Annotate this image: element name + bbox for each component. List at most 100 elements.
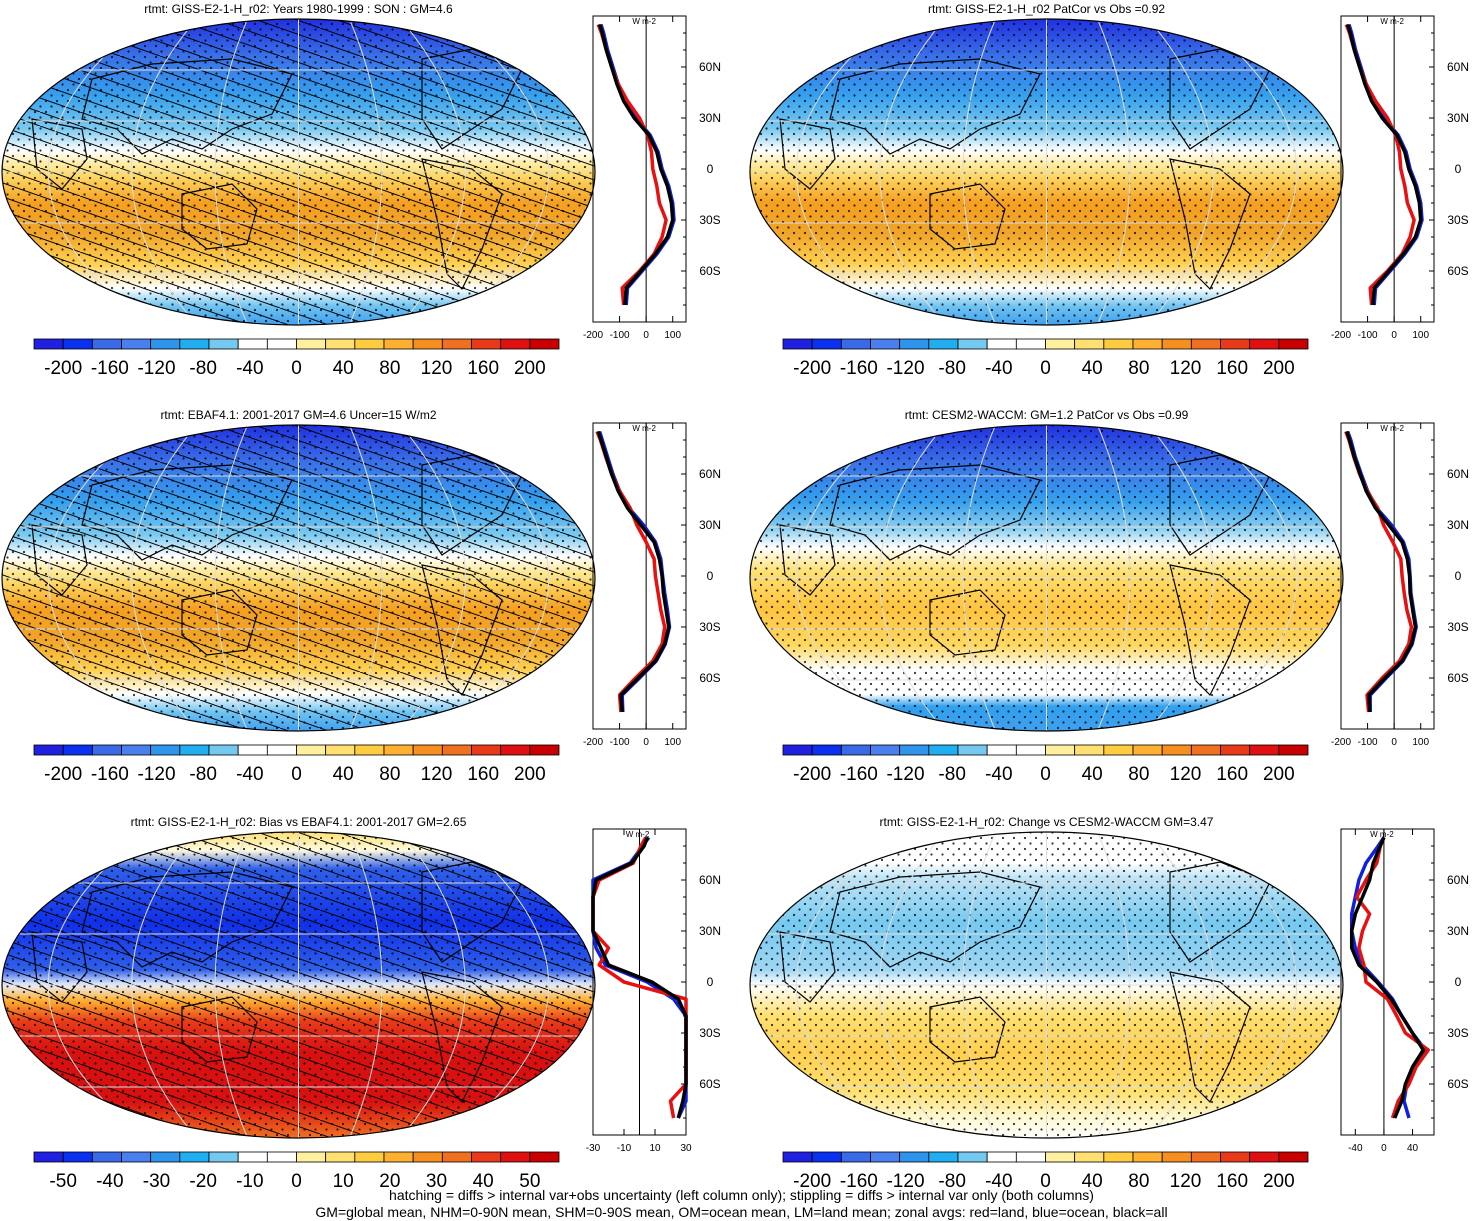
lat-label: 60S [1447, 671, 1468, 685]
colorbar-tick-label: 80 [1128, 1171, 1149, 1192]
meridian-line [451, 19, 549, 325]
colorbar-tick-label: -120 [137, 764, 175, 785]
zonal-panel: W m-2 60N 30N 0 30S 60S -200 -100 0 100 [1331, 15, 1469, 341]
colorbar-swatch [412, 744, 443, 756]
colorbar-tick-label: -10 [236, 1171, 263, 1192]
panel-title: rtmt: GISS-E2-1-H_r02: Bias vs EBAF4.1: … [131, 815, 467, 829]
colorbar-tick-label: -200 [793, 358, 831, 379]
zonal-land-line [596, 23, 668, 306]
colorbar-swatch [1249, 744, 1280, 756]
colorbar-swatch [91, 1151, 122, 1163]
colorbar-swatch [1074, 1151, 1105, 1163]
colorbar-swatch [471, 338, 502, 350]
colorbar-swatch [811, 338, 842, 350]
meridian-line [879, 832, 945, 1138]
colorbar-swatch [986, 744, 1017, 756]
zonal-all-line [1345, 430, 1418, 713]
colorbar-swatch [91, 338, 122, 350]
map-outline [1, 18, 596, 326]
x-tick-label: -10 [617, 1143, 632, 1154]
x-tick-label: -100 [1358, 737, 1378, 748]
colorbar-tick-label: -120 [137, 358, 175, 379]
x-tick-label: -200 [583, 330, 603, 341]
colorbar-swatch [121, 744, 152, 756]
meridian-line [1096, 19, 1131, 325]
meridian-line [879, 425, 945, 731]
colorbar-swatch [870, 338, 901, 350]
zonal-all-line [1345, 23, 1423, 306]
colorbar-swatch [1278, 744, 1309, 756]
colorbar-tick-label: 40 [1082, 1171, 1103, 1192]
colorbar-swatch [928, 1151, 959, 1163]
lat-label: 60N [699, 60, 721, 74]
x-tick-label: -100 [1358, 330, 1378, 341]
colorbar-swatch [957, 338, 988, 350]
colorbar-swatch [1220, 1151, 1251, 1163]
colorbar-tick-label: 0 [1040, 1171, 1051, 1192]
colorbar-swatch [1103, 338, 1134, 350]
panel-4: rtmt: CESM2-WACCM: GM=1.2 PatCor vs Obs … [749, 408, 1469, 785]
colorbar-swatch [782, 338, 813, 350]
zonal-panel: W m-2 60N 30N 0 30S 60S -200 -100 0 100 [1331, 422, 1469, 748]
colorbar-swatch [208, 1151, 239, 1163]
colorbar-swatch [1190, 1151, 1221, 1163]
colorbar-tick-label: -160 [91, 358, 129, 379]
colorbar-swatch [928, 338, 959, 350]
colorbar-swatch [237, 744, 268, 756]
colorbar-tick-label: -160 [91, 764, 129, 785]
colorbar-swatch [1074, 744, 1105, 756]
colorbar-swatch [179, 744, 210, 756]
colorbar-tick-label: -40 [96, 1171, 123, 1192]
colorbar-swatch [296, 744, 327, 756]
colorbar-swatch [899, 744, 930, 756]
lat-label: 60N [699, 467, 721, 481]
panel-5: rtmt: GISS-E2-1-H_r02: Bias vs EBAF4.1: … [1, 815, 721, 1192]
meridian-line [131, 832, 197, 1138]
colorbar-swatch [811, 744, 842, 756]
colorbar-tick-label: 200 [514, 764, 546, 785]
lat-label: 0 [707, 569, 714, 583]
meridian-line [131, 19, 197, 325]
meridian-line [1148, 425, 1214, 731]
x-tick-label: 30 [680, 1143, 692, 1154]
colorbar-tick-label: -40 [236, 764, 263, 785]
map-outline [1, 424, 596, 732]
colorbar-swatch [1045, 744, 1076, 756]
colorbar-swatch [1249, 1151, 1280, 1163]
colorbar-swatch [1249, 338, 1280, 350]
colorbar-swatch [179, 338, 210, 350]
colorbar-swatch [33, 1151, 64, 1163]
meridian-line [214, 19, 248, 325]
x-tick-label: 10 [649, 1143, 661, 1154]
x-tick-label: -100 [610, 330, 630, 341]
colorbar-swatch [150, 744, 181, 756]
x-tick-label: 0 [643, 330, 649, 341]
colorbar-tick-label: -160 [840, 764, 878, 785]
x-tick-label: -200 [583, 737, 603, 748]
colorbar-tick-label: 30 [426, 1171, 447, 1192]
colorbar-swatch [266, 338, 297, 350]
lat-label: 30N [699, 518, 721, 532]
panel-6: rtmt: GISS-E2-1-H_r02: Change vs CESM2-W… [749, 815, 1469, 1192]
colorbar-swatch [237, 1151, 268, 1163]
colorbar-swatch [296, 1151, 327, 1163]
colorbar-swatch [782, 744, 813, 756]
colorbar-swatch [1220, 338, 1251, 350]
colorbar-swatch [33, 744, 64, 756]
colorbar-swatch [870, 744, 901, 756]
lat-label: 30S [699, 620, 720, 634]
colorbar-tick-label: -80 [938, 764, 965, 785]
meridian-line [48, 832, 146, 1138]
colorbar-swatch [208, 338, 239, 350]
colorbar-tick-label: 0 [291, 358, 302, 379]
zonal-frame [592, 422, 687, 730]
meridian-line [962, 425, 996, 731]
lat-label: 30S [1447, 620, 1468, 634]
colorbar-tick-label: 40 [1082, 358, 1103, 379]
colorbar-tick-label: -200 [793, 1171, 831, 1192]
x-tick-label: 100 [1412, 737, 1429, 748]
unit-label: W m-2 [632, 424, 656, 433]
colorbar-swatch [986, 338, 1017, 350]
x-tick-label: -200 [1331, 330, 1351, 341]
